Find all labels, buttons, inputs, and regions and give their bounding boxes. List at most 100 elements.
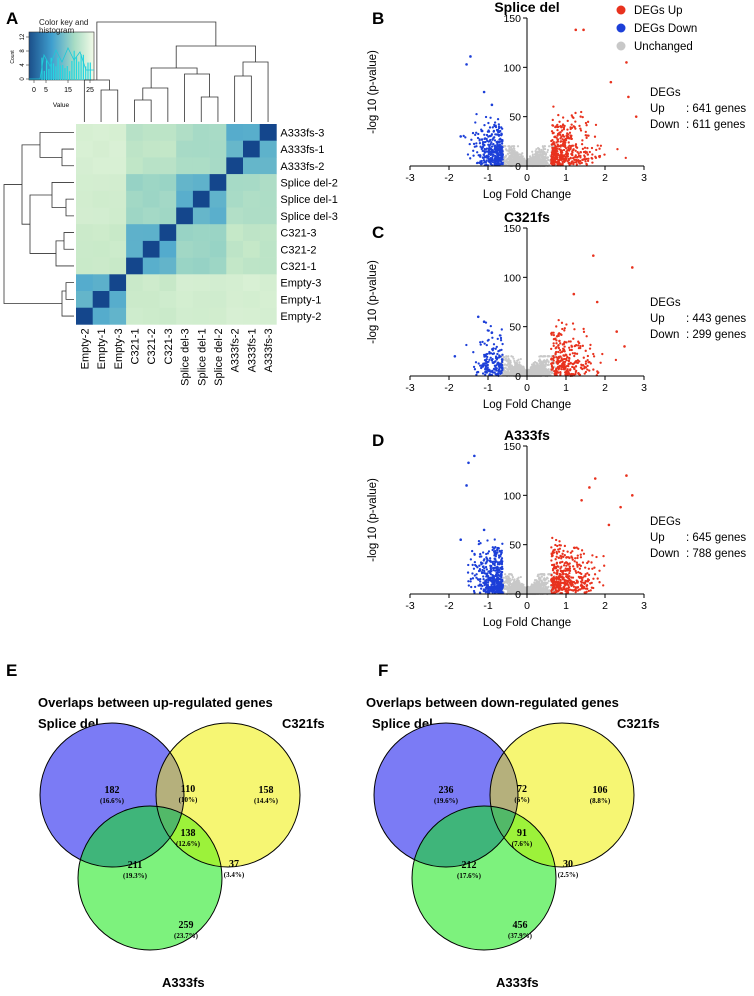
point-up [582,327,585,331]
heatmap-column-label: Empty-1 [96,328,108,369]
point-unchanged [523,367,526,371]
y-tick-label: 100 [503,62,521,74]
point-unchanged [540,158,543,161]
point-up [561,347,565,350]
x-tick-label: -2 [444,172,453,184]
point-up [552,333,556,337]
dendrogram-link [96,21,217,80]
point-up [564,157,567,160]
point-unchanged [507,368,510,372]
heatmap-cell [176,224,194,242]
point-up [551,143,554,146]
heatmap-cell [159,190,177,208]
point-up [592,352,595,356]
heatmap-row-label: A333fs-1 [280,144,324,156]
point-up [562,139,566,142]
point-up [574,111,577,115]
heatmap-cell [243,140,260,158]
point-up [564,139,568,142]
heatmap-cell [92,307,110,325]
point-up [581,139,584,142]
point-up [551,124,555,127]
point-unchanged [507,145,510,148]
point-up [609,80,613,84]
heatmap-row-label: Splice del-3 [280,211,337,223]
point-up [557,113,560,117]
point-down [466,153,470,156]
point-down [487,369,490,372]
heatmap-cell [76,274,93,292]
point-down [490,141,493,144]
point-up [562,148,566,152]
point-up [554,371,557,374]
point-up [578,124,581,128]
heatmap-cell [209,140,227,158]
point-down [488,134,491,138]
point-up [574,120,577,123]
point-up [566,135,570,138]
point-up [550,139,553,143]
heatmap-cell [76,240,93,258]
point-up [625,61,628,64]
x-tick-label: -1 [483,382,492,394]
point-up [588,150,591,154]
point-up [560,135,563,139]
point-down [484,353,488,356]
point-down [482,320,486,324]
point-up [575,369,578,373]
point-down [488,358,491,361]
point-up [584,121,588,125]
heatmap-cell [159,307,177,325]
point-unchanged [537,151,541,154]
point-up [599,144,603,147]
point-down [472,142,476,145]
point-down [497,133,500,137]
point-up [576,156,579,159]
point-up [575,145,578,149]
point-up [571,352,575,355]
point-up [550,368,554,371]
heatmap-cell [176,257,194,275]
point-up [572,362,575,366]
point-unchanged [529,372,532,375]
point-down [501,127,504,130]
heatmap-cell [192,124,210,141]
point-up [634,115,638,118]
point-unchanged [518,361,521,364]
point-up [557,318,560,322]
point-up [556,125,559,129]
point-down [499,372,502,375]
point-up [557,161,560,164]
point-down [497,149,500,152]
heatmap-cell [159,157,177,175]
point-unchanged [507,149,510,153]
point-up [557,159,560,162]
point-down [491,155,494,158]
point-up [582,356,585,359]
heatmap-cell [209,291,227,308]
point-down [474,361,478,364]
point-unchanged [510,155,513,158]
point-up [567,141,570,144]
point-down [477,132,480,136]
point-down [488,126,492,129]
heatmap-cell [192,274,210,292]
x-tick-label: 1 [563,172,569,184]
point-up [559,371,562,374]
point-down [471,131,475,135]
point-up [570,161,573,164]
point-unchanged [538,153,541,156]
point-up [572,292,576,296]
point-up [565,323,568,326]
heatmap-cell [259,207,277,225]
heatmap-cell [259,124,277,141]
point-up [568,131,572,134]
heatmap-cell [176,240,194,258]
color-key-xlabel: Value [53,102,70,109]
point-down [490,157,494,161]
heatmap-cell [159,240,177,258]
point-up [556,143,559,146]
point-up [583,367,586,370]
point-up [579,151,583,154]
heatmap-column-label: C321-2 [146,328,158,364]
